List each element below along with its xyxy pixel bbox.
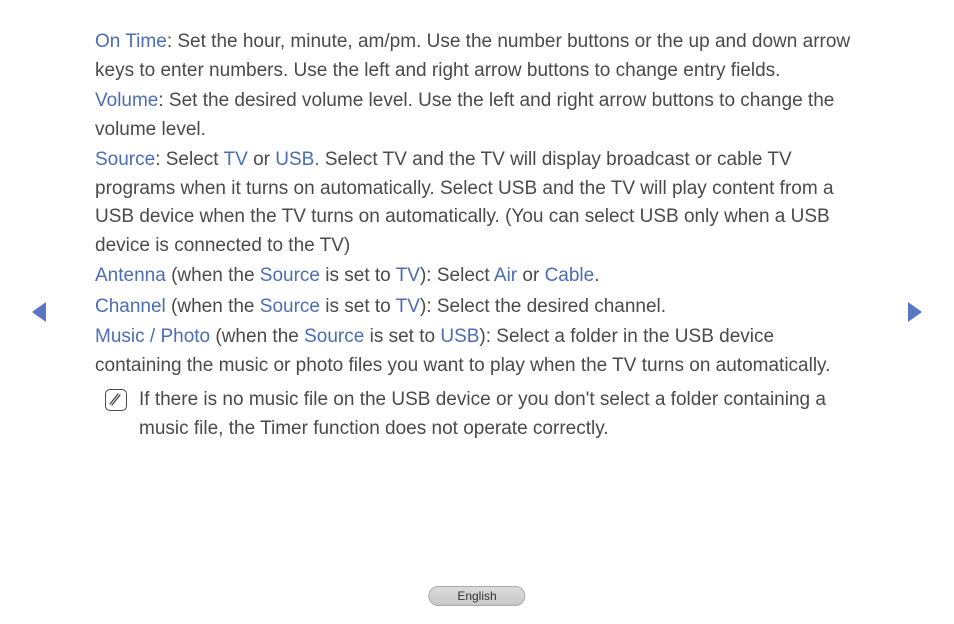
music-photo-label: Music / Photo [95, 326, 210, 347]
note-block: If there is no music file on the USB dev… [105, 386, 859, 443]
on-time-text: : Set the hour, minute, am/pm. Use the n… [95, 31, 850, 81]
channel-kw-source: Source [260, 296, 320, 317]
volume-text: : Set the desired volume level. Use the … [95, 90, 834, 140]
source-paragraph: Source: Select TV or USB. Select TV and … [95, 146, 859, 260]
on-time-paragraph: On Time: Set the hour, minute, am/pm. Us… [95, 28, 859, 85]
channel-kw-tv: TV [396, 296, 420, 317]
antenna-kw-air: Air [494, 265, 517, 286]
music-photo-kw-usb: USB [440, 326, 479, 347]
language-badge[interactable]: English [428, 586, 525, 606]
antenna-t3: ): Select [420, 265, 494, 286]
music-photo-kw-source: Source [304, 326, 364, 347]
on-time-label: On Time [95, 31, 167, 52]
music-photo-t2: is set to [364, 326, 440, 347]
antenna-t2: is set to [320, 265, 396, 286]
channel-t2: is set to [320, 296, 396, 317]
antenna-kw-tv: TV [396, 265, 420, 286]
antenna-t1: (when the [166, 265, 260, 286]
antenna-kw-cable: Cable [545, 265, 595, 286]
note-text: If there is no music file on the USB dev… [139, 386, 859, 443]
antenna-t5: . [594, 265, 599, 286]
volume-paragraph: Volume: Set the desired volume level. Us… [95, 87, 859, 144]
antenna-kw-source: Source [260, 265, 320, 286]
manual-page-content: On Time: Set the hour, minute, am/pm. Us… [0, 0, 954, 443]
source-opt-usb: USB. [275, 149, 319, 170]
note-icon [105, 389, 127, 411]
source-mid: or [248, 149, 275, 170]
channel-t3: ): Select the desired channel. [420, 296, 666, 317]
music-photo-paragraph: Music / Photo (when the Source is set to… [95, 323, 859, 380]
nav-next-button[interactable] [908, 302, 922, 322]
channel-label: Channel [95, 296, 166, 317]
channel-t1: (when the [166, 296, 260, 317]
antenna-label: Antenna [95, 265, 166, 286]
music-photo-t1: (when the [210, 326, 304, 347]
source-label: Source [95, 149, 155, 170]
volume-label: Volume [95, 90, 158, 111]
source-opt-tv: TV [224, 149, 248, 170]
antenna-t4: or [517, 265, 544, 286]
channel-paragraph: Channel (when the Source is set to TV): … [95, 293, 859, 322]
source-pre: : Select [155, 149, 223, 170]
antenna-paragraph: Antenna (when the Source is set to TV): … [95, 262, 859, 291]
nav-prev-button[interactable] [32, 302, 46, 322]
